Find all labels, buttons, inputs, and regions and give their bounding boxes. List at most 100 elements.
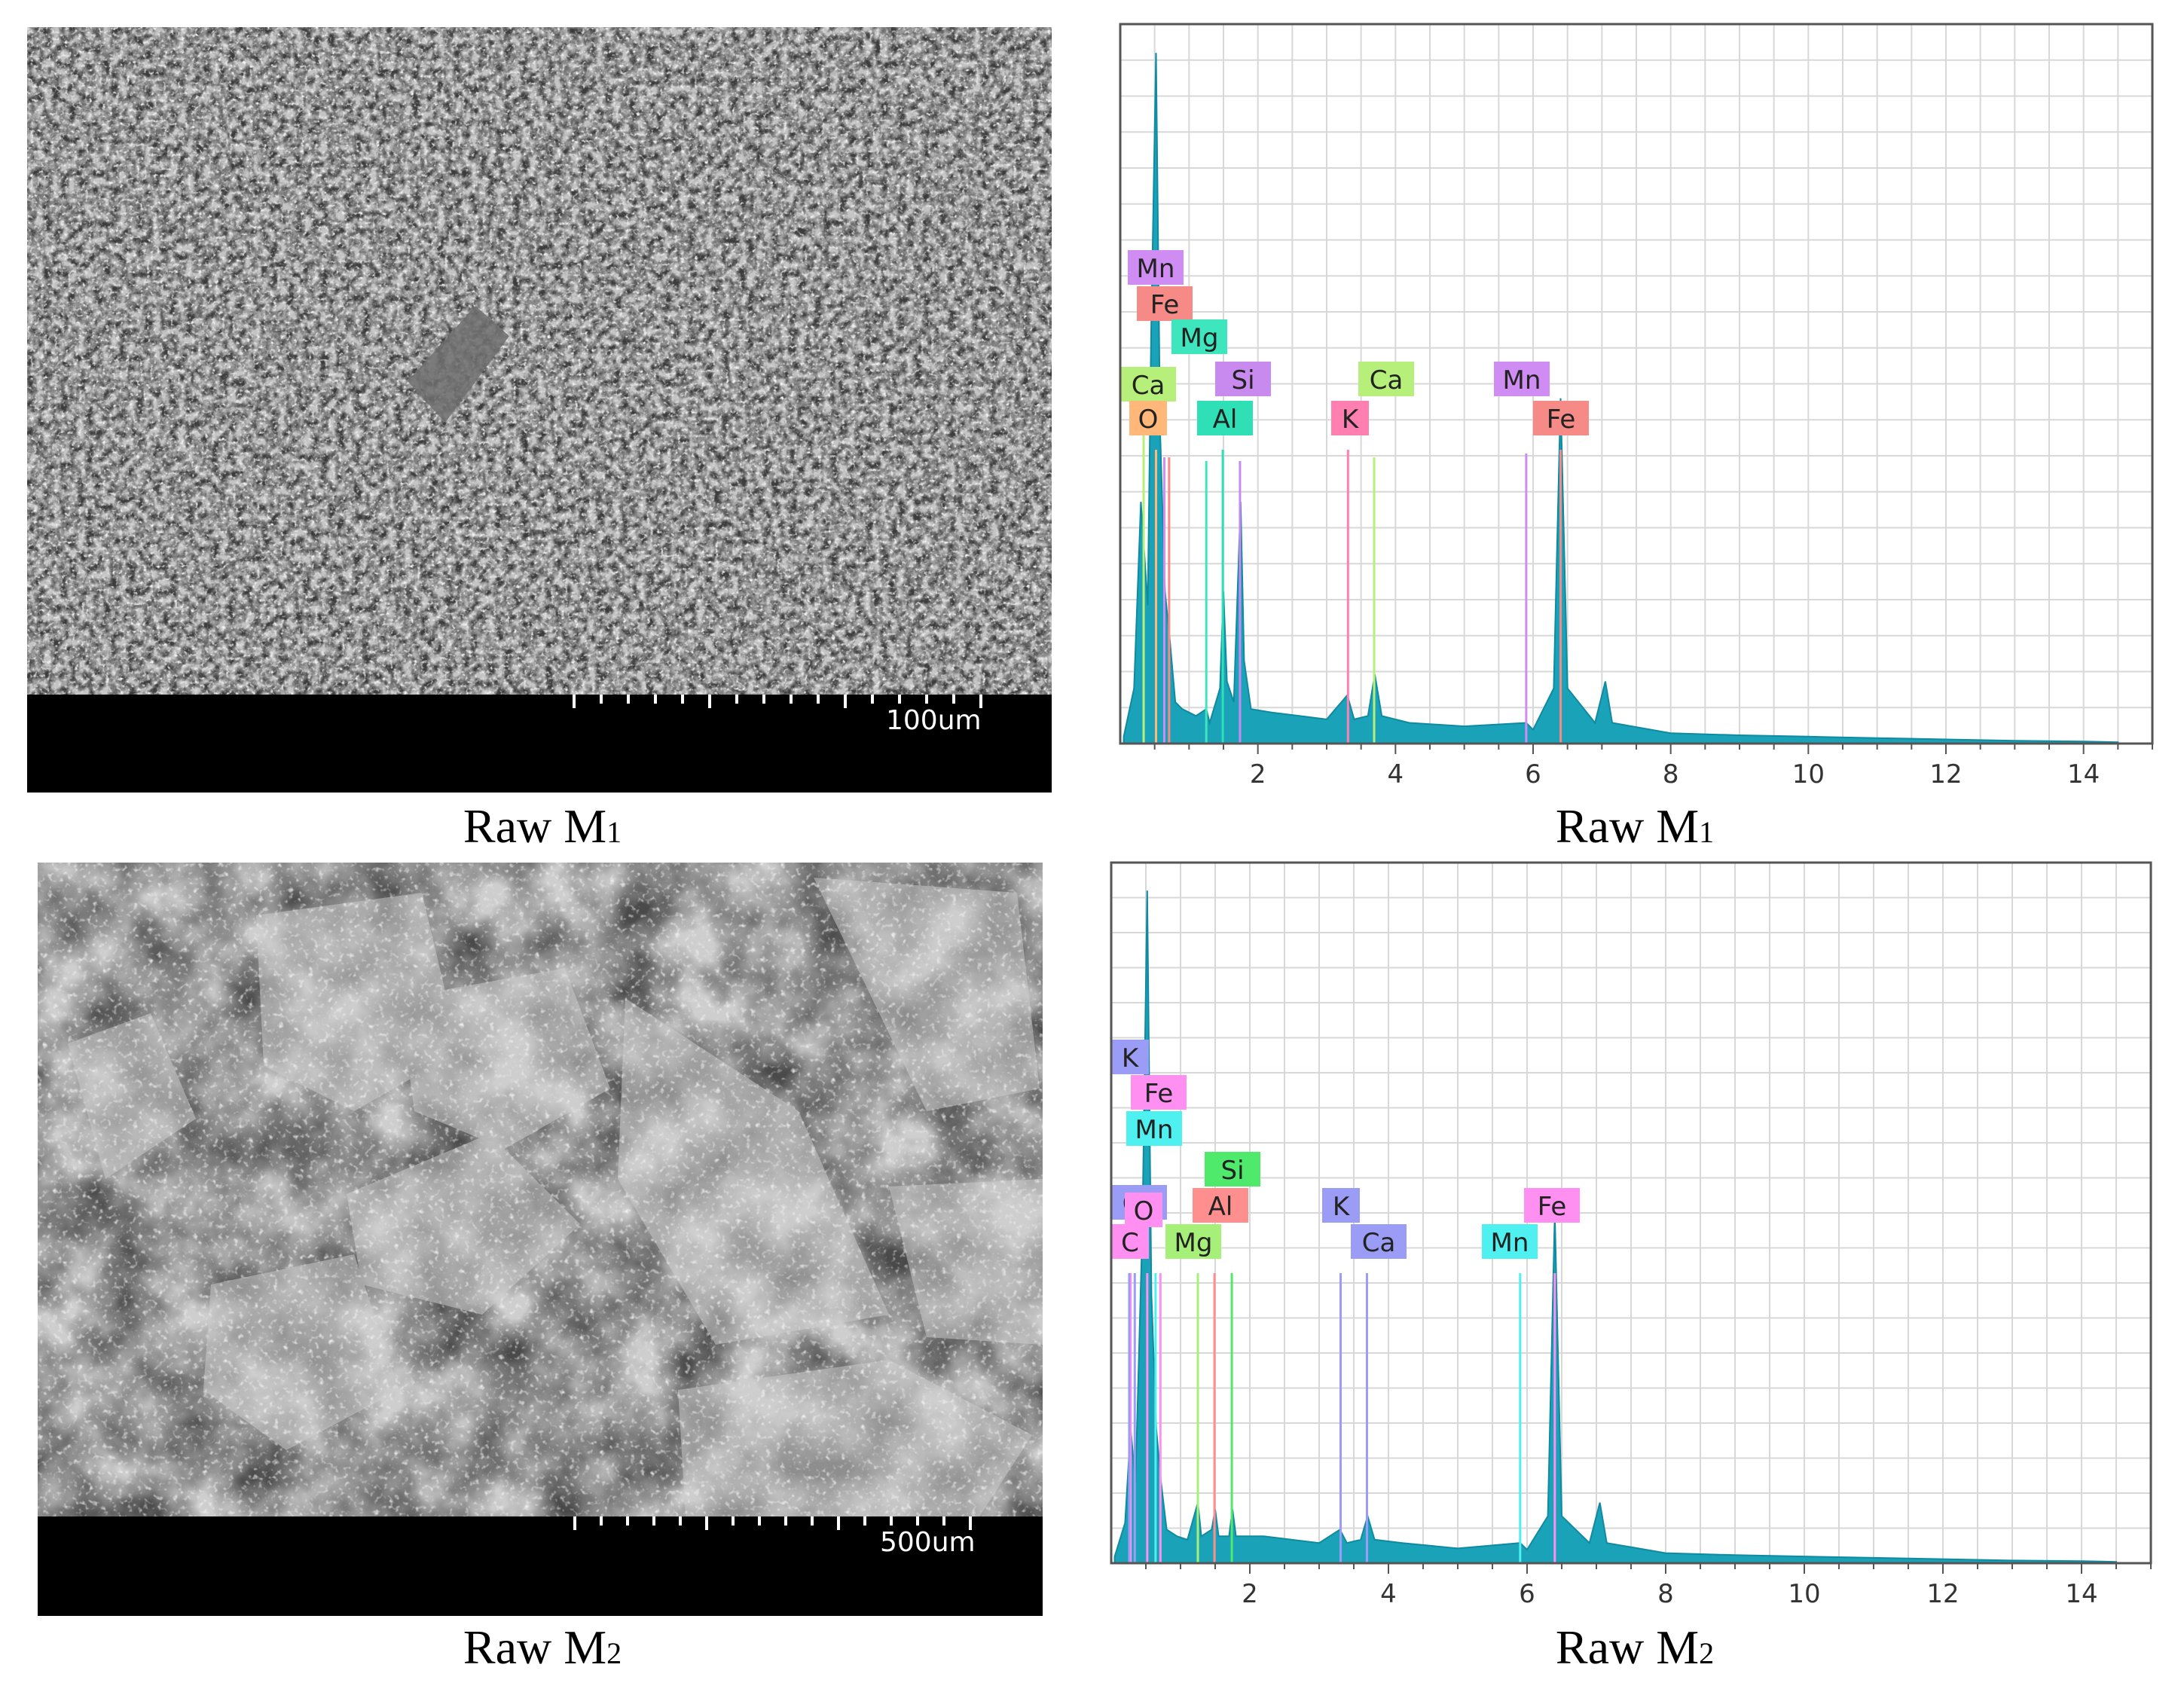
peak-label-box bbox=[1351, 1224, 1407, 1259]
x-tick-label: 4 bbox=[1388, 759, 1404, 789]
peak-label-box bbox=[1215, 362, 1271, 396]
peak-label-fe: Fe bbox=[1524, 1188, 1580, 1563]
caption-eds-m1: Raw M1 bbox=[1454, 799, 1816, 854]
caption-sem-m2: Raw M2 bbox=[362, 1620, 723, 1675]
peak-label-text: Mg bbox=[1181, 323, 1219, 353]
peak-label-box bbox=[1533, 401, 1589, 435]
peak-label-text: Al bbox=[1213, 405, 1238, 435]
x-tick-label: 8 bbox=[1663, 759, 1679, 789]
eds-spectrum-m1: Ca O Mn Fe Mg Al Si K Ca Mn Fe 2 4 6 8 10 12 14 bbox=[1111, 23, 2158, 800]
peak-label-box bbox=[1131, 1075, 1187, 1110]
caption-subscript: 1 bbox=[606, 815, 622, 849]
peak-label-ca: Ca bbox=[1120, 367, 1176, 744]
x-axis: 2 4 6 8 10 12 14 bbox=[1145, 1563, 2152, 1609]
peak-label-box bbox=[1111, 1040, 1149, 1074]
peak-label-text: Si bbox=[1231, 365, 1254, 396]
scale-label-m2: 500um bbox=[880, 1527, 976, 1558]
peak-label-mn: Mn bbox=[1482, 1224, 1538, 1563]
peak-label-k: K bbox=[1111, 1040, 1149, 1563]
sem-micrograph-m1 bbox=[27, 27, 1052, 695]
peak-label-text: Fe bbox=[1538, 1192, 1567, 1222]
peak-label-text: K bbox=[1333, 1192, 1351, 1222]
caption-subscript: 2 bbox=[1699, 1636, 1715, 1670]
peak-label-box bbox=[1111, 1224, 1149, 1259]
peak-label-fe: Fe bbox=[1131, 1075, 1187, 1563]
peak-label-text: K bbox=[1122, 1043, 1140, 1074]
peak-label-text: Ca bbox=[1132, 371, 1165, 401]
grid bbox=[1120, 24, 2153, 744]
peak-label-ca: Ca bbox=[1358, 362, 1414, 744]
x-tick-label: 2 bbox=[1250, 759, 1266, 789]
spectrum-area bbox=[1113, 890, 2117, 1564]
peak-label-text: Si bbox=[1220, 1156, 1244, 1186]
caption-text: Raw M bbox=[1555, 799, 1700, 853]
sem-image-m1: 100um bbox=[27, 27, 1052, 793]
eds-spectrum-m2: CCaKOMnFeMgAlSiKCaMnFe2468101214 bbox=[1104, 861, 2158, 1616]
x-tick-label: 6 bbox=[1525, 759, 1541, 789]
peak-label-text: Mn bbox=[1135, 1115, 1174, 1145]
x-tick-label: 12 bbox=[1926, 1579, 1959, 1609]
x-tick-label: 4 bbox=[1380, 1579, 1397, 1609]
spectrum-area bbox=[1123, 53, 2119, 744]
peak-label-box bbox=[1358, 362, 1414, 396]
peak-label-o: O bbox=[1129, 401, 1167, 744]
peak-label-al: Al bbox=[1197, 401, 1253, 744]
x-tick-label: 14 bbox=[2065, 1579, 2097, 1609]
peak-label-text: Al bbox=[1208, 1192, 1233, 1222]
peak-label-text: Mn bbox=[1491, 1228, 1529, 1258]
peak-label-k: K bbox=[1322, 1188, 1360, 1563]
x-tick-label: 6 bbox=[1519, 1579, 1535, 1609]
peak-label-box bbox=[1165, 1224, 1221, 1259]
peak-label-box bbox=[1193, 1188, 1248, 1223]
x-tick-label: 12 bbox=[1929, 759, 1962, 789]
x-tick-label: 14 bbox=[2067, 759, 2100, 789]
peak-label-mn: Mn bbox=[1494, 362, 1550, 744]
caption-subscript: 2 bbox=[606, 1636, 622, 1670]
sem-micrograph-m2 bbox=[38, 863, 1043, 1516]
peak-label-box bbox=[1171, 319, 1227, 354]
scale-label-m1: 100um bbox=[886, 705, 982, 736]
x-axis: 2 4 6 8 10 12 14 bbox=[1153, 744, 2153, 789]
peak-label-box bbox=[1125, 1193, 1162, 1227]
peak-label-si: Si bbox=[1205, 1152, 1260, 1563]
peak-label-ca: Ca bbox=[1351, 1224, 1407, 1563]
caption-text: Raw M bbox=[463, 799, 607, 853]
peak-label-text: Fe bbox=[1547, 405, 1576, 435]
caption-sem-m1: Raw M1 bbox=[362, 799, 723, 854]
peak-label-box bbox=[1128, 250, 1184, 285]
peak-label-mg: Mg bbox=[1165, 1224, 1221, 1563]
peak-label-box bbox=[1120, 367, 1176, 402]
peak-label-fe: Fe bbox=[1533, 401, 1589, 744]
peak-label-si: Si bbox=[1215, 362, 1271, 744]
peak-label-text: Fe bbox=[1150, 290, 1180, 320]
peak-label-mn: Mn bbox=[1126, 1111, 1182, 1563]
peak-label-box bbox=[1197, 401, 1253, 435]
eds-chart-m2: CCaKOMnFeMgAlSiKCaMnFe2468101214 bbox=[1110, 861, 2152, 1609]
caption-text: Raw M bbox=[463, 1620, 607, 1674]
peak-label-text: Ca bbox=[1370, 365, 1404, 396]
peak-label-text: Mg bbox=[1174, 1228, 1213, 1258]
x-tick-label: 8 bbox=[1657, 1579, 1674, 1609]
scale-bar-ticks bbox=[573, 695, 982, 708]
scale-bar-ticks bbox=[573, 1516, 972, 1530]
peak-label-mg: Mg bbox=[1171, 319, 1227, 744]
sem-image-m2: 500um bbox=[38, 863, 1043, 1616]
peak-label-box bbox=[1129, 401, 1167, 435]
scale-bar-strip: 500um bbox=[38, 1516, 1043, 1616]
peak-label-box bbox=[1482, 1224, 1538, 1259]
peak-label-text: Mn bbox=[1503, 365, 1541, 396]
peak-label-text: O bbox=[1138, 405, 1159, 435]
peak-label-text: C bbox=[1121, 1228, 1139, 1258]
peak-label-box bbox=[1331, 401, 1369, 435]
x-tick-label: 2 bbox=[1242, 1579, 1258, 1609]
x-tick-label: 10 bbox=[1788, 1579, 1820, 1609]
caption-eds-m2: Raw M2 bbox=[1454, 1620, 1816, 1675]
peak-label-text: Fe bbox=[1144, 1079, 1174, 1109]
peak-label-box bbox=[1205, 1152, 1260, 1187]
peak-label-fe: Fe bbox=[1137, 286, 1193, 744]
peak-label-text: K bbox=[1342, 405, 1360, 435]
caption-subscript: 1 bbox=[1699, 815, 1715, 849]
peak-label-al: Al bbox=[1193, 1188, 1248, 1563]
